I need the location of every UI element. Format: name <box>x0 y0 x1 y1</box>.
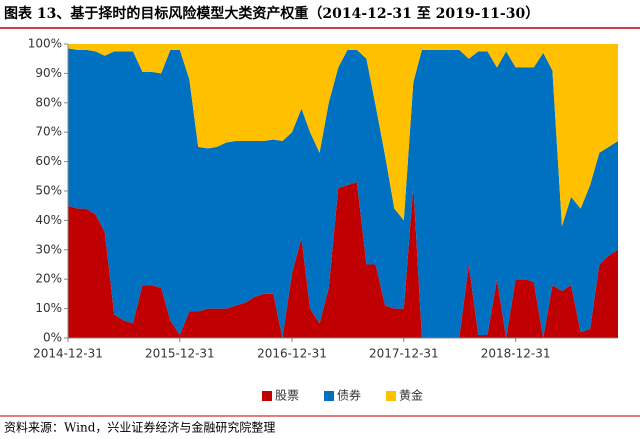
chart-title: 图表 13、基于择时的目标风险模型大类资产权重（2014-12-31 至 201… <box>4 5 539 22</box>
y-tick-label: 0% <box>43 331 62 345</box>
x-tick-label: 2014-12-31 <box>33 347 103 361</box>
area <box>68 182 618 338</box>
legend-label: 股票 <box>275 389 299 403</box>
y-tick-label: 30% <box>35 242 62 256</box>
y-tick-label: 100% <box>28 37 62 51</box>
source: 资料来源：Wind，兴业证券经济与金融研究院整理 <box>4 420 275 435</box>
x-tick-label: 2018-12-31 <box>481 347 551 361</box>
area <box>68 48 618 338</box>
x-tick-label: 2017-12-31 <box>369 347 439 361</box>
x-tick-label: 2015-12-31 <box>145 347 215 361</box>
y-tick-label: 20% <box>35 272 62 286</box>
y-tick-label: 80% <box>35 95 62 109</box>
legend-label: 债券 <box>337 388 361 403</box>
legend-label: 黄金 <box>399 388 423 403</box>
legend-swatch <box>386 391 396 401</box>
y-tick-label: 10% <box>35 301 62 315</box>
y-tick-label: 40% <box>35 213 62 227</box>
y-tick-label: 60% <box>35 154 62 168</box>
x-tick-label: 2016-12-31 <box>257 347 327 361</box>
legend-swatch <box>262 391 272 401</box>
y-tick-label: 90% <box>35 66 62 80</box>
legend-swatch <box>324 391 334 401</box>
y-tick-label: 70% <box>35 125 62 139</box>
y-tick-label: 50% <box>35 184 62 198</box>
area <box>68 44 618 227</box>
